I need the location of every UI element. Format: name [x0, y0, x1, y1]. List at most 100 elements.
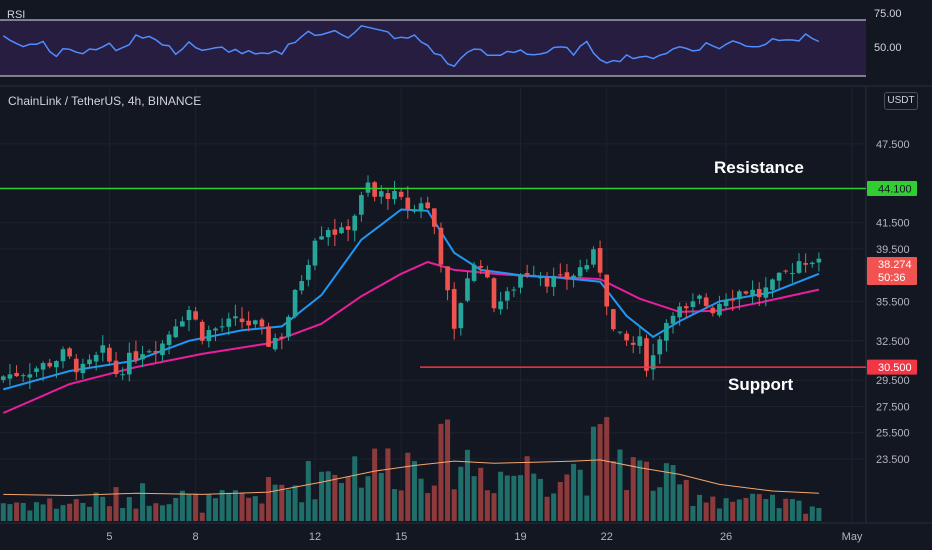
candle: [717, 295, 722, 318]
candle: [339, 222, 344, 235]
candle: [730, 289, 736, 312]
price-axis[interactable]: 47.500 41.500 39.500 35.500 32.500 29.500 27.5…: [876, 139, 910, 466]
candle: [398, 188, 404, 200]
rsi-title: RSI: [7, 9, 26, 21]
candle: [677, 302, 682, 326]
currency-selector[interactable]: USDT: [884, 92, 918, 110]
candle: [597, 240, 603, 278]
volume-bar: [643, 461, 650, 521]
volume-bar: [120, 507, 126, 521]
volume-bar: [577, 469, 583, 521]
volume-bar: [710, 496, 716, 521]
volume-bar: [690, 505, 696, 521]
candle: [40, 361, 46, 382]
price-tick-label: 29.500: [876, 375, 910, 387]
volume-bar: [212, 498, 219, 521]
rsi-tick-label: 75.00: [874, 8, 902, 20]
volume-bar: [763, 499, 769, 521]
candle: [657, 335, 663, 364]
volume-bar: [511, 475, 517, 521]
candle: [816, 252, 822, 272]
candle: [697, 294, 702, 305]
price-tick-label: 41.500: [876, 218, 910, 230]
time-tick-label: 19: [514, 531, 526, 543]
candle: [485, 265, 490, 279]
candle: [465, 271, 470, 303]
volume-bar: [736, 499, 742, 521]
candle: [60, 346, 66, 369]
volume-bar: [590, 426, 596, 521]
candle: [491, 276, 497, 313]
grid: [0, 88, 866, 522]
volume-bar: [524, 456, 530, 521]
volume-bar: [126, 497, 132, 521]
candle: [47, 358, 53, 369]
candle: [511, 286, 517, 298]
candle: [703, 293, 709, 309]
candle: [591, 246, 596, 268]
volume-bar: [663, 463, 669, 521]
candle: [670, 312, 676, 334]
volume-ma-line: [3, 459, 819, 497]
volume-bar: [624, 490, 630, 521]
volume-bar: [816, 508, 822, 521]
volume-bar: [27, 510, 33, 521]
volume-bar: [266, 477, 272, 521]
volume-bar: [272, 484, 278, 521]
volume-bar: [683, 479, 689, 521]
svg-text:30.500: 30.500: [878, 362, 912, 374]
candle: [306, 259, 311, 287]
volume-bar: [67, 503, 73, 521]
candle: [438, 222, 444, 273]
candle: [365, 175, 371, 197]
candle: [664, 319, 669, 352]
volume-bar: [584, 495, 590, 521]
volume-bar: [405, 452, 411, 521]
candle: [644, 334, 649, 377]
volume-bar: [345, 476, 351, 521]
candle: [153, 341, 159, 363]
volume-bar: [478, 467, 484, 521]
candle: [617, 331, 623, 335]
volume-bars: [0, 417, 822, 521]
time-axis[interactable]: 5 8 12 15 19 22 26 May: [106, 531, 863, 543]
candle: [299, 275, 305, 295]
volume-bar: [743, 497, 749, 521]
support-price-label: 30.500: [867, 359, 917, 375]
volume-bar: [232, 490, 238, 521]
volume-bar: [783, 498, 789, 521]
rsi-panel: 75.00 50.00: [0, 8, 902, 77]
candle: [524, 264, 530, 278]
volume-bar: [252, 496, 258, 521]
candle: [776, 272, 782, 290]
candle: [372, 180, 377, 202]
candle: [412, 204, 417, 214]
volume-bar: [809, 506, 815, 521]
candle: [683, 302, 689, 318]
candle: [266, 322, 271, 348]
candle: [743, 290, 749, 296]
volume-bar: [140, 483, 146, 521]
ma-slow-line: [2, 260, 820, 414]
volume-bar: [637, 460, 643, 521]
volume-bar: [803, 513, 809, 521]
volume-bar: [206, 494, 212, 521]
volume-bar: [796, 500, 802, 521]
last-price-value: 38.274: [878, 259, 912, 271]
candle: [27, 363, 33, 390]
volume-bar: [159, 505, 165, 521]
volume-bar: [285, 489, 291, 521]
volume-bar: [33, 502, 39, 521]
volume-bar: [431, 485, 437, 521]
candle: [756, 282, 762, 307]
volume-bar: [610, 461, 616, 521]
volume-bar: [319, 471, 325, 521]
candle: [425, 196, 431, 210]
volume-bar: [557, 481, 563, 521]
time-tick-label: 15: [395, 531, 407, 543]
volume-bar: [385, 448, 391, 521]
volume-bar: [438, 423, 444, 521]
volume-bar: [697, 494, 703, 521]
candle: [577, 259, 583, 278]
